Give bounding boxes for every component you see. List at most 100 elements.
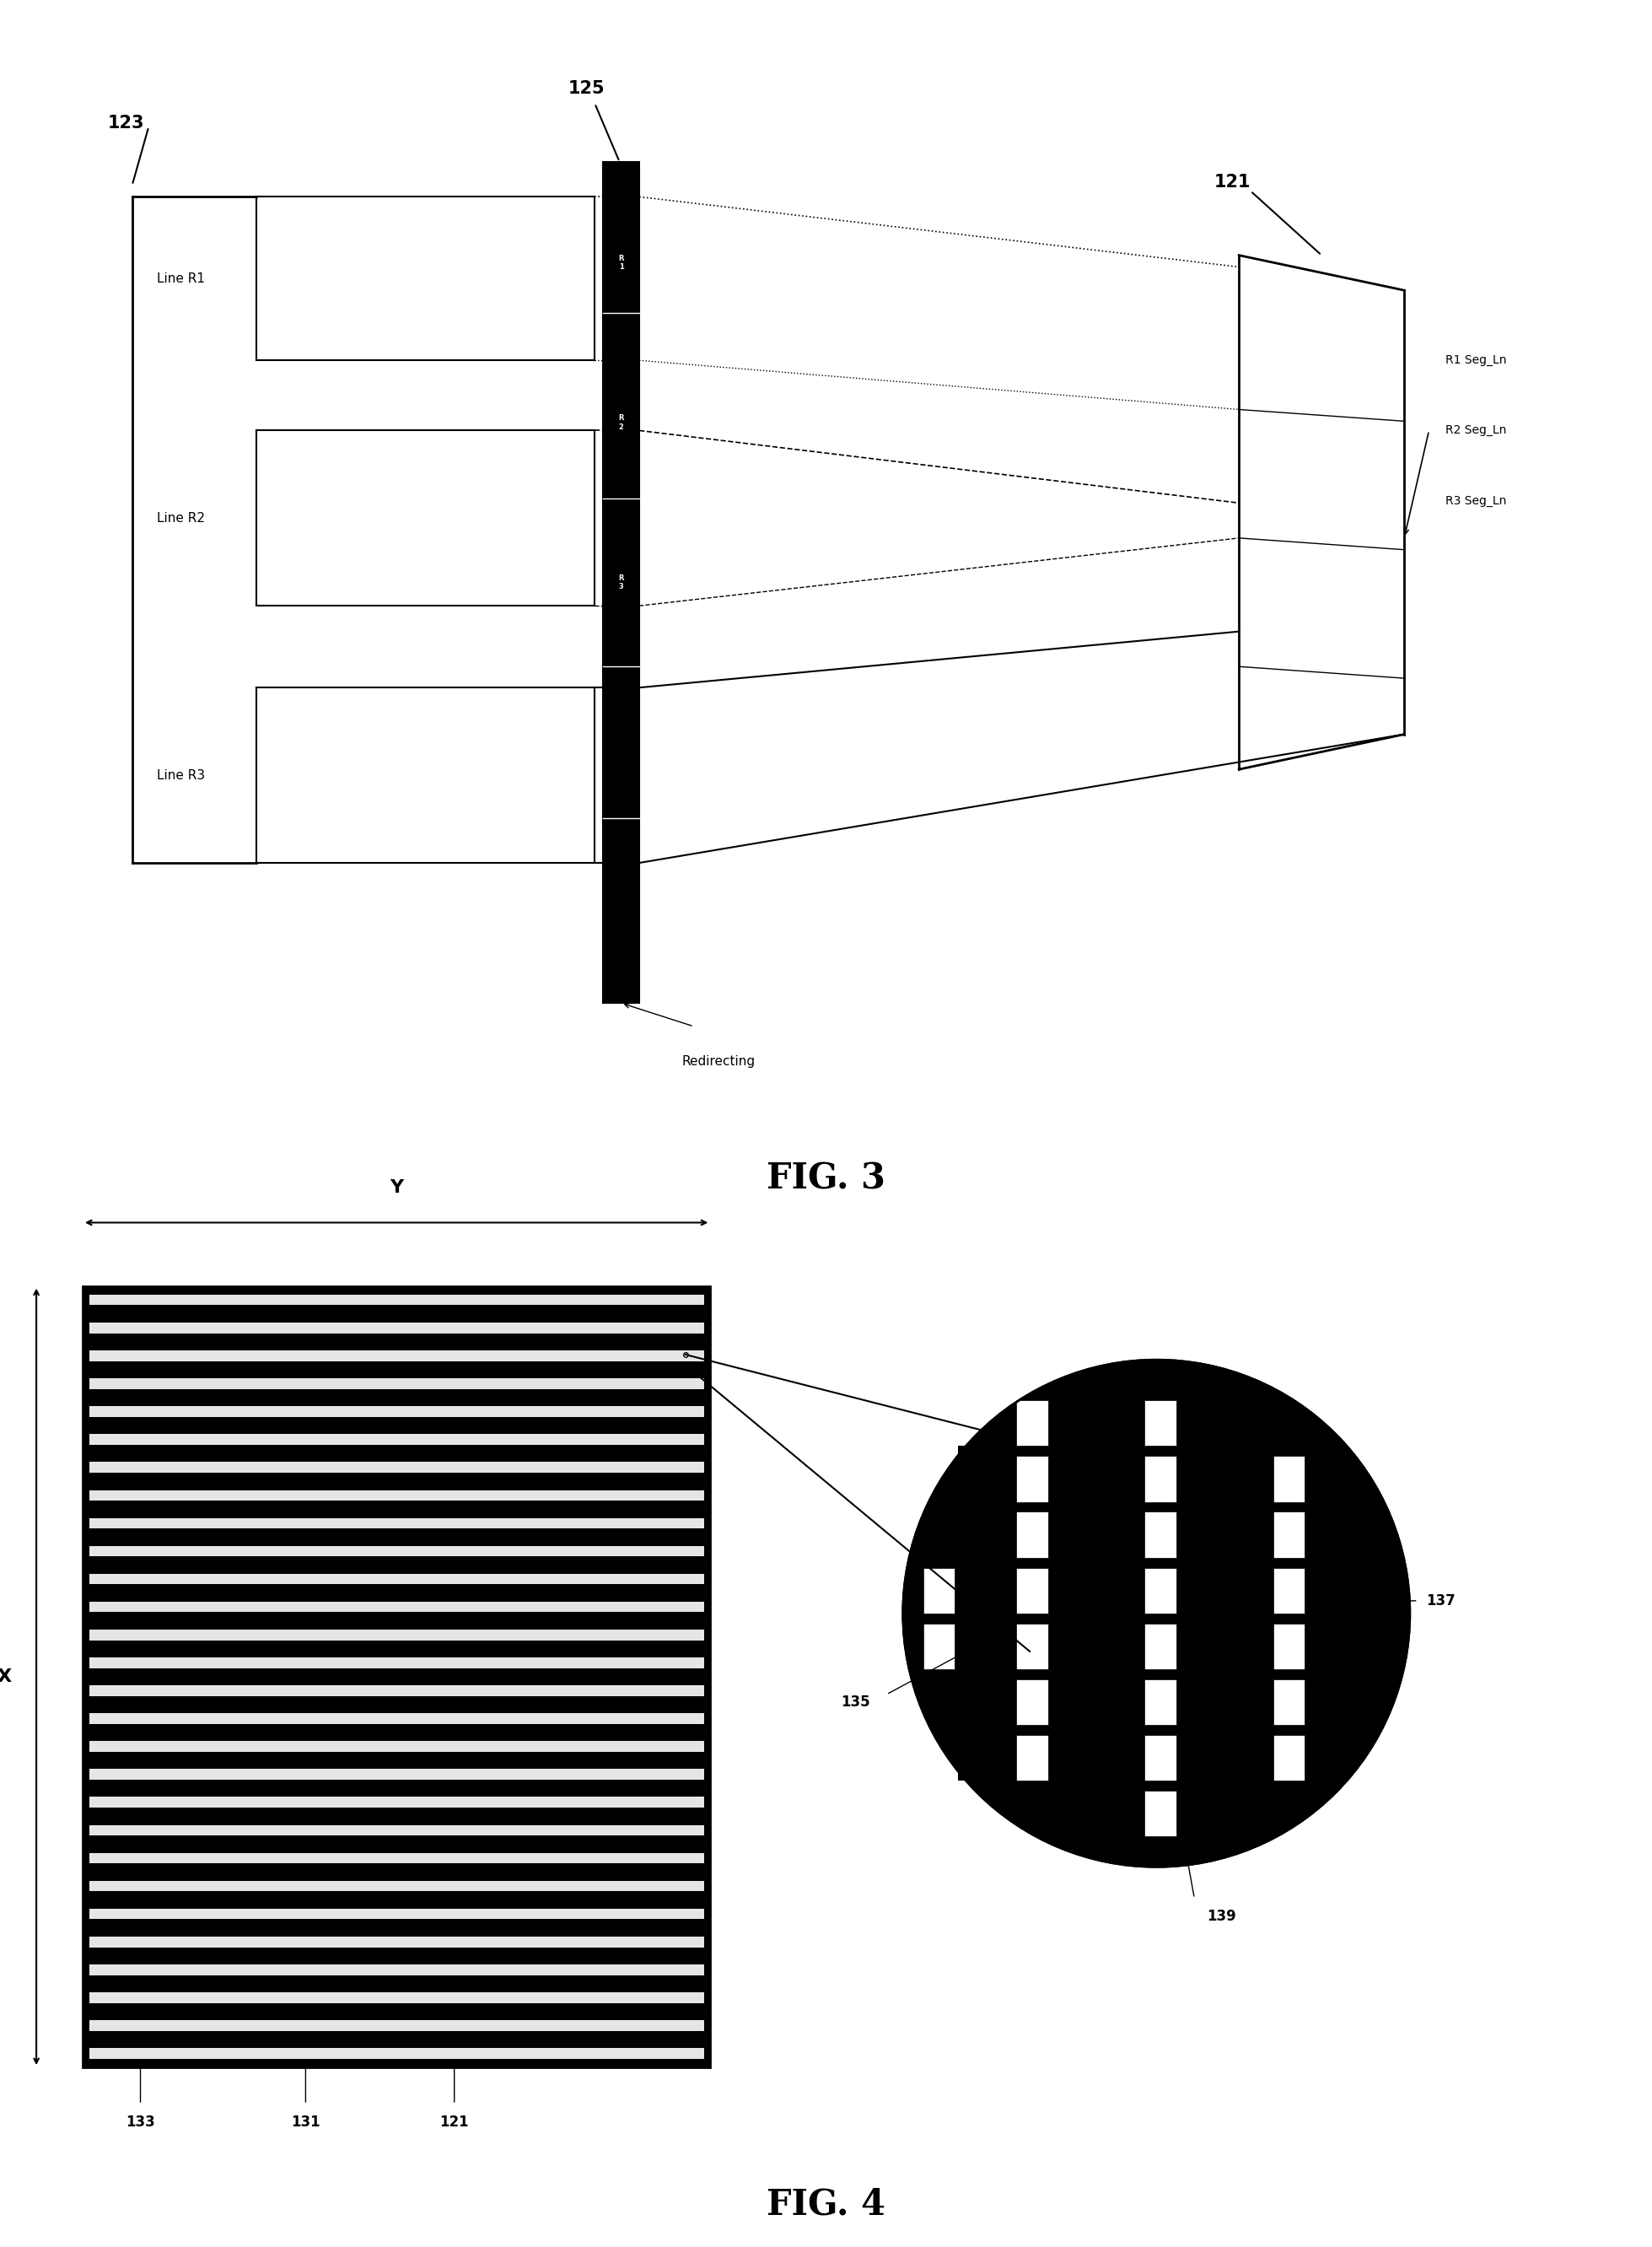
Text: FIG. 3: FIG. 3 [767,1162,885,1195]
Text: X: X [0,1667,12,1685]
Bar [1274,1456,1305,1501]
Text: 121: 121 [439,2114,469,2130]
Bar [89,1741,704,1753]
Bar [89,1377,704,1389]
Ellipse shape [904,1359,1409,1867]
Bar [1214,1557,1274,1613]
Text: 139: 139 [1208,1910,1236,1923]
Bar [89,1825,704,1836]
Bar [923,1568,955,1613]
Bar [1343,1613,1401,1670]
Bar [89,1434,704,1445]
Text: R
3: R 3 [618,575,624,591]
Text: Line R3: Line R3 [157,768,205,782]
Bar [89,1908,704,1919]
Bar [958,1501,1016,1557]
Bar [1145,1735,1176,1780]
Bar [1087,1670,1145,1726]
Bar [1087,1501,1145,1557]
Bar [89,1519,704,1528]
Bar [1214,1613,1274,1670]
Text: 125: 125 [568,81,605,97]
Text: R
2: R 2 [618,413,624,431]
Bar [89,1546,704,1557]
Bar [89,1768,704,1780]
Bar [603,162,639,1002]
Bar [958,1726,1016,1780]
Bar [958,1557,1016,1613]
Bar [1016,1512,1047,1557]
Bar [1087,1726,1145,1780]
Text: R3 Seg_Ln: R3 Seg_Ln [1446,494,1507,506]
Bar [89,1463,704,1472]
Bar [1274,1622,1305,1670]
Text: Line R1: Line R1 [157,272,205,285]
Bar [89,1490,704,1501]
Bar [89,1323,704,1332]
Bar [1214,1780,1274,1836]
Bar [89,2049,704,2058]
Bar [89,1712,704,1723]
Bar [89,1602,704,1613]
Bar [1145,1456,1176,1501]
Bar [89,1407,704,1418]
Text: Y: Y [390,1180,403,1195]
Bar [1087,1391,1145,1447]
Bar [923,1622,955,1670]
Bar [89,1798,704,1807]
Text: 133: 133 [126,2114,155,2130]
Bar [1214,1391,1274,1447]
Text: 123: 123 [107,115,144,133]
Bar [1274,1679,1305,1726]
Bar [1016,1456,1047,1501]
Bar [83,1285,710,2067]
Bar [1145,1791,1176,1836]
Bar [1145,1568,1176,1613]
Bar [1274,1568,1305,1613]
Bar [1145,1400,1176,1447]
Bar [89,1573,704,1584]
Bar [1087,1780,1145,1836]
Text: 131: 131 [291,2114,320,2130]
Bar [958,1613,1016,1670]
Bar [89,1993,704,2002]
Bar [1214,1670,1274,1726]
Bar [1016,1400,1047,1447]
Bar [89,1854,704,1863]
Bar [1016,1622,1047,1670]
Bar [89,1964,704,1975]
Text: 135: 135 [841,1694,871,1710]
Bar [1016,1735,1047,1780]
Text: Line R2: Line R2 [157,512,205,524]
Bar [89,2020,704,2031]
Bar [1214,1501,1274,1557]
Bar [1343,1557,1401,1613]
Bar [89,1294,704,1306]
Bar [1145,1679,1176,1726]
Bar [1087,1447,1145,1501]
Bar [1274,1735,1305,1780]
Text: R1 Seg_Ln: R1 Seg_Ln [1446,355,1507,366]
Bar [1087,1557,1145,1613]
Text: Redirecting: Redirecting [682,1056,755,1067]
Bar [1145,1622,1176,1670]
Bar [1087,1613,1145,1670]
Bar [1214,1447,1274,1501]
Bar [958,1670,1016,1726]
Text: FIG. 4: FIG. 4 [767,2186,885,2222]
Bar [1145,1512,1176,1557]
Bar [89,1937,704,1948]
Bar [1016,1679,1047,1726]
Bar [1274,1512,1305,1557]
Bar [89,1350,704,1362]
Bar [1016,1568,1047,1613]
Text: 121: 121 [1214,173,1251,191]
Bar [958,1447,1016,1501]
Text: R2 Seg_Ln: R2 Seg_Ln [1446,425,1507,436]
Bar [89,1881,704,1892]
Bar [89,1629,704,1640]
Bar [1214,1726,1274,1780]
Text: R
1: R 1 [618,254,624,272]
Bar [89,1658,704,1667]
Text: 137: 137 [1426,1593,1455,1609]
